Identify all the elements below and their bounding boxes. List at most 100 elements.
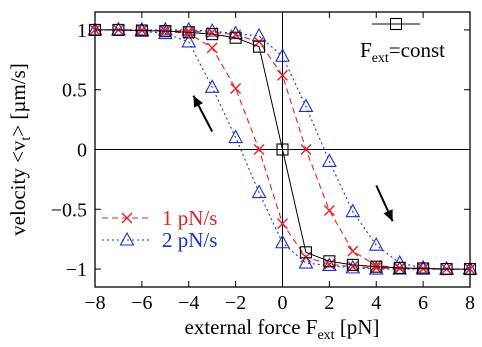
x-axis-label-subscript: ext — [317, 328, 334, 343]
x-axis-label-unit: [pN] — [335, 315, 380, 339]
x-tick-label: −2 — [225, 292, 246, 314]
square-marker — [393, 261, 406, 274]
direction-arrow — [192, 95, 214, 133]
legend-label-rest: =const — [389, 38, 445, 62]
y-axis-label: velocity <vt> [µm/s] — [6, 63, 34, 236]
triangle-marker — [298, 254, 314, 269]
triangle-marker — [204, 22, 220, 37]
square-marker — [229, 31, 242, 44]
cross-marker — [300, 144, 312, 155]
legend-label: 1 pN/s — [162, 206, 217, 230]
triangle-marker — [251, 184, 267, 199]
x-tick-label: −8 — [84, 292, 105, 314]
square-marker — [206, 28, 219, 41]
cross-marker-stroke — [300, 144, 312, 155]
cross-marker-stroke — [347, 245, 359, 257]
legend-label-main: F — [360, 38, 372, 62]
legend-entry-1-pn-s: 1 pN/s — [102, 206, 217, 230]
square-marker — [370, 260, 383, 273]
cross-marker-stroke — [277, 218, 288, 230]
cross-marker — [183, 28, 195, 40]
cross-marker — [121, 212, 133, 224]
triangle-marker — [181, 33, 197, 48]
square-marker — [182, 26, 195, 39]
cross-marker-stroke — [370, 259, 382, 271]
y-tick-label: −1 — [66, 259, 87, 281]
y-tick-label: 0.5 — [62, 80, 87, 102]
triangle-marker — [368, 236, 384, 251]
x-axis-label: external force Fext [pN] — [185, 315, 380, 343]
x-axis-label-main: external force F — [185, 315, 318, 339]
arrow-head — [383, 209, 393, 222]
cross-marker — [206, 42, 218, 54]
square-marker — [323, 255, 336, 268]
y-axis-label-rest: > [µm/s] — [6, 63, 30, 137]
series-line — [95, 29, 470, 270]
series-f-ext-const — [88, 23, 477, 276]
cross-marker — [230, 29, 242, 41]
x-tick-label: −6 — [131, 292, 152, 314]
series-line — [95, 29, 470, 270]
triangle-marker — [321, 257, 337, 272]
label-layer: external force Fext [pN] velocity <vt> [µ… — [6, 63, 379, 343]
triangle-marker — [275, 234, 290, 249]
triangle-marker — [134, 21, 150, 36]
triangle-marker — [204, 79, 220, 93]
y-tick-label: 1 — [77, 20, 87, 42]
legend-label: Fext=const — [360, 38, 445, 66]
square-marker — [135, 24, 148, 37]
y-tick-label: 0 — [77, 140, 87, 162]
cross-marker-stroke — [206, 42, 218, 54]
square-marker — [276, 143, 289, 156]
triangle-marker — [228, 129, 244, 144]
cross-marker-stroke — [183, 25, 195, 37]
cross-marker-stroke — [136, 24, 148, 36]
cross-marker — [277, 69, 288, 81]
cross-marker-stroke — [323, 204, 335, 216]
cross-marker — [347, 245, 359, 257]
square-marker — [253, 40, 266, 53]
x-tick-label: 4 — [371, 292, 381, 314]
cross-marker — [183, 25, 195, 37]
triangle-marker — [415, 259, 431, 274]
x-tick-label: 2 — [324, 292, 334, 314]
square-marker — [463, 263, 477, 276]
triangle-marker — [321, 153, 337, 168]
triangle-marker — [119, 231, 135, 246]
triangle-marker — [157, 21, 173, 36]
cross-marker — [370, 259, 382, 271]
y-axis-label-main: velocity <v — [6, 140, 30, 236]
axes-layer: −8 −6 −4 −2 0 2 4 6 8 −1 −0.5 0 0.5 1 — [51, 11, 475, 314]
triangle-marker — [345, 203, 361, 218]
cross-marker — [159, 25, 171, 37]
legend-layer: Fext=const 1 pN/s2 pN/s — [102, 17, 445, 252]
triangle-marker — [157, 25, 173, 40]
x-tick-label: 6 — [418, 292, 428, 314]
cross-marker-stroke — [230, 29, 242, 41]
triangle-marker — [298, 98, 314, 113]
legend-label-subscript: ext — [372, 51, 389, 66]
cross-marker — [277, 218, 288, 230]
square-marker — [346, 258, 359, 271]
square-marker — [417, 262, 430, 275]
arrow-head — [193, 95, 203, 108]
x-tick-label: 8 — [465, 292, 475, 314]
cross-marker — [230, 83, 242, 95]
direction-arrow — [375, 184, 394, 222]
cross-marker-stroke — [230, 83, 242, 95]
x-tick-label: 0 — [278, 292, 288, 314]
cross-marker-stroke — [370, 262, 382, 274]
cross-marker — [370, 262, 382, 274]
y-axis-label-subscript: t — [19, 137, 34, 141]
data-layer — [87, 21, 478, 276]
cross-marker-stroke — [277, 69, 288, 81]
cross-marker-stroke — [121, 212, 133, 224]
square-marker — [389, 17, 403, 31]
square-marker — [88, 23, 102, 36]
square-marker — [159, 25, 172, 38]
cross-marker-stroke — [183, 28, 195, 40]
square-marker — [440, 263, 453, 276]
square-marker — [299, 246, 312, 259]
